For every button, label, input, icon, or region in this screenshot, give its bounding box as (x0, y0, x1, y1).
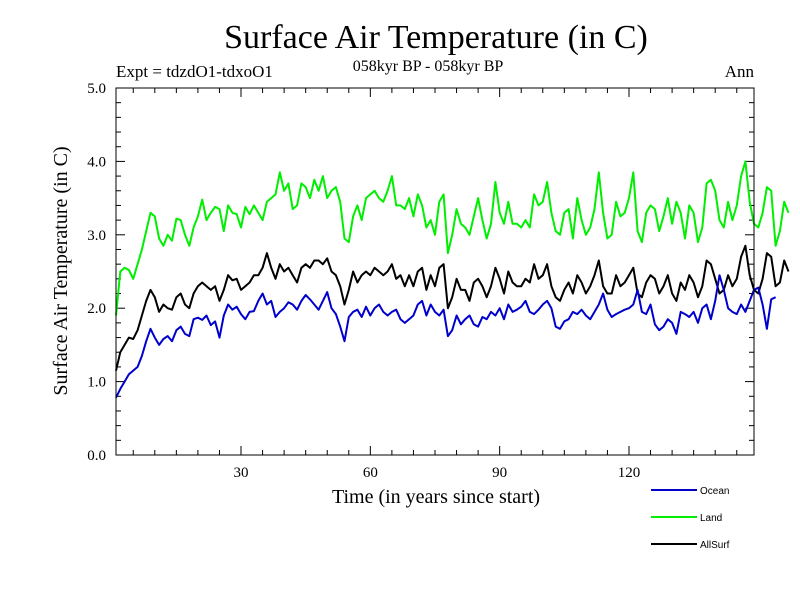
series-line-land (115, 160, 790, 316)
x-axis-ticks: 30 60 90 120 (132, 88, 738, 481)
x-tick-label: 60 (363, 465, 378, 481)
y-tick-label: 2.0 (87, 301, 106, 317)
plot-frame (115, 87, 755, 456)
legend-label-ocean: Ocean (700, 486, 729, 497)
y-tick-label: 3.0 (87, 228, 106, 244)
y-axis-label: Surface Air Temperature (in C) (50, 146, 72, 395)
legend-label-land: Land (700, 513, 722, 524)
series-line-allsurf (115, 244, 790, 371)
season-label: Ann (725, 62, 755, 81)
x-tick-label: 120 (618, 465, 641, 481)
legend: Ocean Land AllSurf (651, 486, 730, 551)
x-axis-label: Time (in years since start) (332, 486, 540, 508)
y-axis-ticks: 0.0 1.0 2.0 3.0 4.0 5.0 (87, 81, 754, 464)
legend-label-allsurf: AllSurf (700, 540, 730, 551)
chart-subtitle: 058kyr BP - 058kyr BP (353, 58, 504, 75)
y-tick-label: 5.0 (87, 81, 106, 97)
chart-title: Surface Air Temperature (in C) (224, 19, 648, 56)
x-tick-label: 30 (234, 465, 249, 481)
experiment-label: Expt = tdzdO1-tdxoO1 (116, 62, 273, 81)
x-tick-label: 90 (492, 465, 507, 481)
series-lines (115, 160, 790, 399)
y-tick-label: 1.0 (87, 375, 106, 391)
y-tick-label: 0.0 (87, 448, 106, 464)
y-tick-label: 4.0 (87, 154, 106, 170)
series-line-ocean (115, 274, 777, 399)
